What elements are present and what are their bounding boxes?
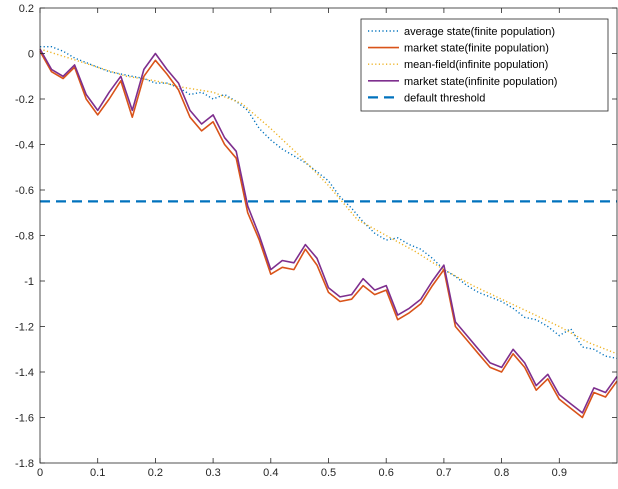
y-tick-label: -1.8 [15, 458, 34, 470]
y-tick-label: -1.2 [15, 322, 34, 334]
x-tick-label: 0.4 [263, 467, 278, 479]
legend-label-1: average state(finite population) [404, 26, 555, 38]
y-tick-label: -0.6 [15, 185, 34, 197]
legend-label-5: default threshold [404, 92, 485, 104]
x-tick-label: 0.7 [436, 467, 451, 479]
y-tick-label: -1.4 [15, 367, 34, 379]
y-tick-label: -0.4 [15, 140, 34, 152]
x-tick-label: 0.2 [148, 467, 163, 479]
legend: average state(finite population) market s… [360, 18, 609, 112]
legend-label-2: market state(finite population) [404, 43, 549, 55]
y-tick-label: -0.2 [15, 94, 34, 106]
series-line-4 [39, 48, 618, 414]
x-tick-label: 0.3 [205, 467, 220, 479]
y-tick-label: -0.8 [15, 231, 34, 243]
series-line-2 [39, 50, 618, 419]
x-tick-label: 0.5 [321, 467, 336, 479]
series-layer [39, 46, 618, 419]
x-tick-label: 0.8 [494, 467, 509, 479]
x-tick-label: 0.6 [379, 467, 394, 479]
axis-ticks: 0 0.1 0.2 0.3 0.4 0.5 0.6 0.7 0.8 0.9 0.2 0 -0.2 -0.4… [15, 3, 617, 479]
legend-label-3: mean-field(infinite population) [404, 59, 548, 71]
y-tick-label: 0 [28, 49, 34, 61]
x-tick-label: 0 [37, 467, 43, 479]
legend-box [360, 18, 609, 112]
x-tick-label: 0.9 [552, 467, 567, 479]
y-tick-label: -1.6 [15, 413, 34, 425]
legend-label-4: market state(infinite population) [404, 76, 557, 88]
y-tick-label: -1 [24, 276, 34, 288]
y-tick-label: 0.2 [19, 3, 34, 15]
x-tick-label: 0.1 [90, 467, 105, 479]
